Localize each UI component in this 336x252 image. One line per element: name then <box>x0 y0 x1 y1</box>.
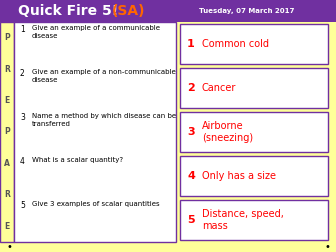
Text: Tuesday, 07 March 2017: Tuesday, 07 March 2017 <box>199 8 294 14</box>
FancyBboxPatch shape <box>0 22 14 242</box>
Text: 4: 4 <box>20 157 25 166</box>
FancyBboxPatch shape <box>180 112 328 152</box>
FancyBboxPatch shape <box>180 68 328 108</box>
FancyBboxPatch shape <box>180 156 328 196</box>
Text: Only has a size: Only has a size <box>202 171 276 181</box>
Text: P: P <box>4 128 10 137</box>
Text: A: A <box>4 159 10 168</box>
FancyBboxPatch shape <box>14 22 176 242</box>
Text: Quick Fire 5!: Quick Fire 5! <box>18 4 123 18</box>
Text: Give 3 examples of scalar quantities: Give 3 examples of scalar quantities <box>32 201 160 207</box>
Text: Give an example of a communicable
disease: Give an example of a communicable diseas… <box>32 25 160 39</box>
Text: Name a method by which disease can be
transferred: Name a method by which disease can be tr… <box>32 113 176 127</box>
Text: R: R <box>4 65 10 74</box>
Text: Airborne
(sneezing): Airborne (sneezing) <box>202 121 253 143</box>
Text: R: R <box>4 190 10 199</box>
Text: 3: 3 <box>187 127 195 137</box>
Text: 2: 2 <box>187 83 195 93</box>
Text: E: E <box>4 222 10 231</box>
Text: Common cold: Common cold <box>202 39 269 49</box>
FancyBboxPatch shape <box>180 200 328 240</box>
Text: E: E <box>4 96 10 105</box>
Text: •: • <box>6 242 12 252</box>
Text: 2: 2 <box>20 69 25 78</box>
FancyBboxPatch shape <box>0 0 336 22</box>
Text: •: • <box>324 242 330 252</box>
Text: 5: 5 <box>20 201 25 210</box>
Text: 1: 1 <box>20 25 25 34</box>
Text: What is a scalar quantity?: What is a scalar quantity? <box>32 157 123 163</box>
Text: 1: 1 <box>187 39 195 49</box>
Text: (SA): (SA) <box>112 4 145 18</box>
Text: 5: 5 <box>187 215 195 225</box>
Text: P: P <box>4 33 10 42</box>
Text: 3: 3 <box>20 113 25 122</box>
Text: Cancer: Cancer <box>202 83 236 93</box>
Text: Give an example of a non-communicable
disease: Give an example of a non-communicable di… <box>32 69 176 82</box>
Text: Distance, speed,
mass: Distance, speed, mass <box>202 209 284 231</box>
Text: 4: 4 <box>187 171 195 181</box>
FancyBboxPatch shape <box>180 24 328 64</box>
